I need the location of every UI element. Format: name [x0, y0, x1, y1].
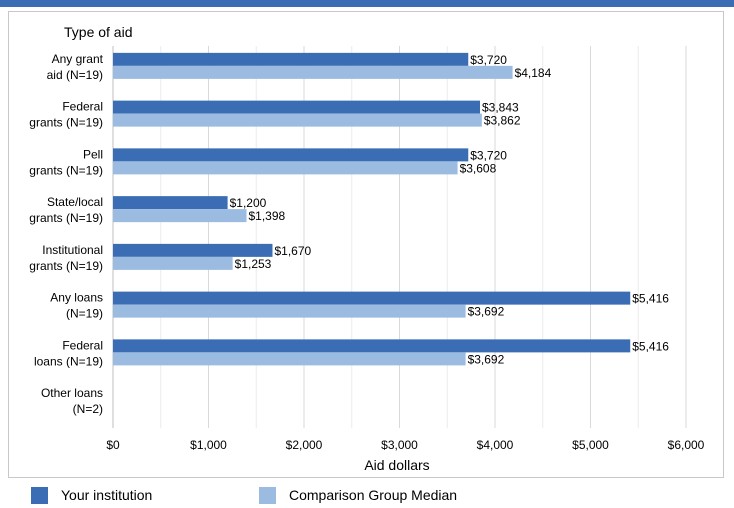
labels: $0 $1,000 $2,000 $3,000 $4,000 $5,000 $6,000 An… [29, 52, 704, 452]
legend-swatch-your-institution [31, 486, 48, 504]
data-label: $3,862 [484, 114, 521, 128]
data-label: $4,184 [515, 66, 552, 80]
data-label: $3,608 [460, 161, 497, 175]
category-label: Federal [62, 338, 103, 352]
data-label: $3,692 [468, 305, 505, 319]
bar-comparison-median [113, 352, 466, 366]
header-bar [0, 0, 734, 7]
category-label: (N=19) [66, 307, 103, 321]
bars [113, 52, 631, 366]
x-tick-label: $6,000 [668, 438, 705, 452]
category-label: Any loans [50, 291, 103, 305]
data-label: $5,416 [632, 292, 669, 306]
data-label: $3,692 [468, 352, 505, 366]
category-label: Pell [83, 147, 103, 161]
data-label: $3,720 [470, 53, 507, 67]
x-tick-label: $4,000 [477, 438, 514, 452]
bar-your-institution [113, 339, 631, 353]
data-label: $1,398 [249, 209, 286, 223]
category-label: grants (N=19) [29, 163, 103, 177]
bar-comparison-median [113, 113, 482, 127]
bar-comparison-median [113, 256, 233, 270]
bar-comparison-median [113, 209, 247, 223]
category-label: Any grant [52, 52, 104, 66]
x-tick-label: $1,000 [190, 438, 227, 452]
data-label: $3,843 [482, 101, 519, 115]
data-label: $1,253 [235, 257, 272, 271]
category-label: grants (N=19) [29, 211, 103, 225]
legend-swatch-comparison-median [259, 486, 276, 504]
category-label: Institutional [42, 243, 103, 257]
data-label: $5,416 [632, 339, 669, 353]
category-label: State/local [47, 195, 103, 209]
category-label: Other loans [41, 386, 103, 400]
data-label: $1,200 [230, 196, 267, 210]
bar-comparison-median [113, 65, 513, 79]
x-tick-label: $0 [106, 438, 120, 452]
category-label: (N=2) [73, 402, 103, 416]
category-label: loans (N=19) [34, 354, 103, 368]
data-label: $1,670 [274, 244, 311, 258]
category-label: Federal [62, 100, 103, 114]
bar-comparison-median [113, 161, 458, 175]
legend-item-comparison-median: Comparison Group Median [259, 484, 457, 506]
legend-label-your-institution: Your institution [61, 487, 153, 503]
bar-your-institution [113, 196, 228, 210]
y-axis-title: Type of aid [64, 24, 133, 40]
data-label: $3,720 [470, 148, 507, 162]
bar-your-institution [113, 148, 469, 162]
bar-your-institution [113, 100, 481, 114]
legend-item-your-institution: Your institution [31, 484, 152, 506]
bar-comparison-median [113, 304, 466, 318]
bar-your-institution [113, 243, 273, 257]
category-label: aid (N=19) [47, 68, 103, 82]
bar-your-institution [113, 291, 631, 305]
legend-label-comparison-median: Comparison Group Median [289, 487, 458, 503]
x-axis-title: Aid dollars [364, 457, 429, 473]
x-tick-label: $2,000 [286, 438, 323, 452]
category-label: grants (N=19) [29, 116, 103, 130]
category-label: grants (N=19) [29, 259, 103, 273]
x-tick-label: $5,000 [572, 438, 609, 452]
bar-your-institution [113, 52, 469, 66]
x-tick-label: $3,000 [381, 438, 418, 452]
